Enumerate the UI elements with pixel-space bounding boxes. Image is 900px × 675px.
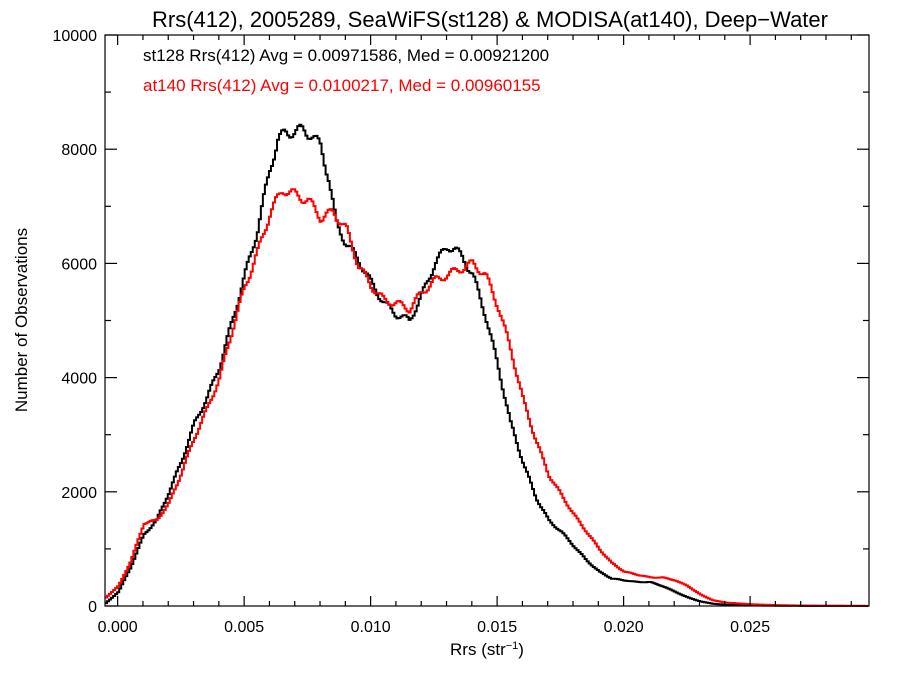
x-tick-label: 0.025 [730,619,770,636]
series-line-st128 [105,123,868,607]
legend-entry-at140: at140 Rrs(412) Avg = 0.0100217, Med = 0.… [143,76,541,95]
legend: st128 Rrs(412) Avg = 0.00971586, Med = 0… [143,46,549,95]
x-axis-label-main: Rrs (str [450,640,506,659]
x-tick-label: 0.000 [98,619,138,636]
x-tick-label: 0.010 [351,619,391,636]
x-axis-label-superscript: −1 [506,640,519,652]
axis-ticks [105,34,869,607]
y-tick-label: 10000 [53,28,98,45]
legend-entry-st128: st128 Rrs(412) Avg = 0.00971586, Med = 0… [143,46,549,65]
y-tick-label: 4000 [61,371,97,388]
y-tick-label: 6000 [61,256,97,273]
x-tick-label: 0.015 [477,619,517,636]
y-tick-label: 2000 [61,485,97,502]
chart-title: Rrs(412), 2005289, SeaWiFS(st128) & MODI… [152,7,828,32]
plot-frame [104,34,870,607]
x-tick-label: 0.020 [604,619,644,636]
y-tick-label: 0 [88,599,97,616]
x-axis-label: Rrs (str−1) [450,640,524,659]
axis-tick-labels: 0.000 0.005 0.010 0.015 0.020 0.025 0 2000 4000 6… [53,28,771,636]
plot-lines [105,123,868,607]
series-line-at140 [105,188,868,607]
y-axis-label: Number of Observations [12,228,31,412]
x-axis-label-end: ) [518,640,524,659]
x-tick-label: 0.005 [224,619,264,636]
y-tick-label: 8000 [61,142,97,159]
